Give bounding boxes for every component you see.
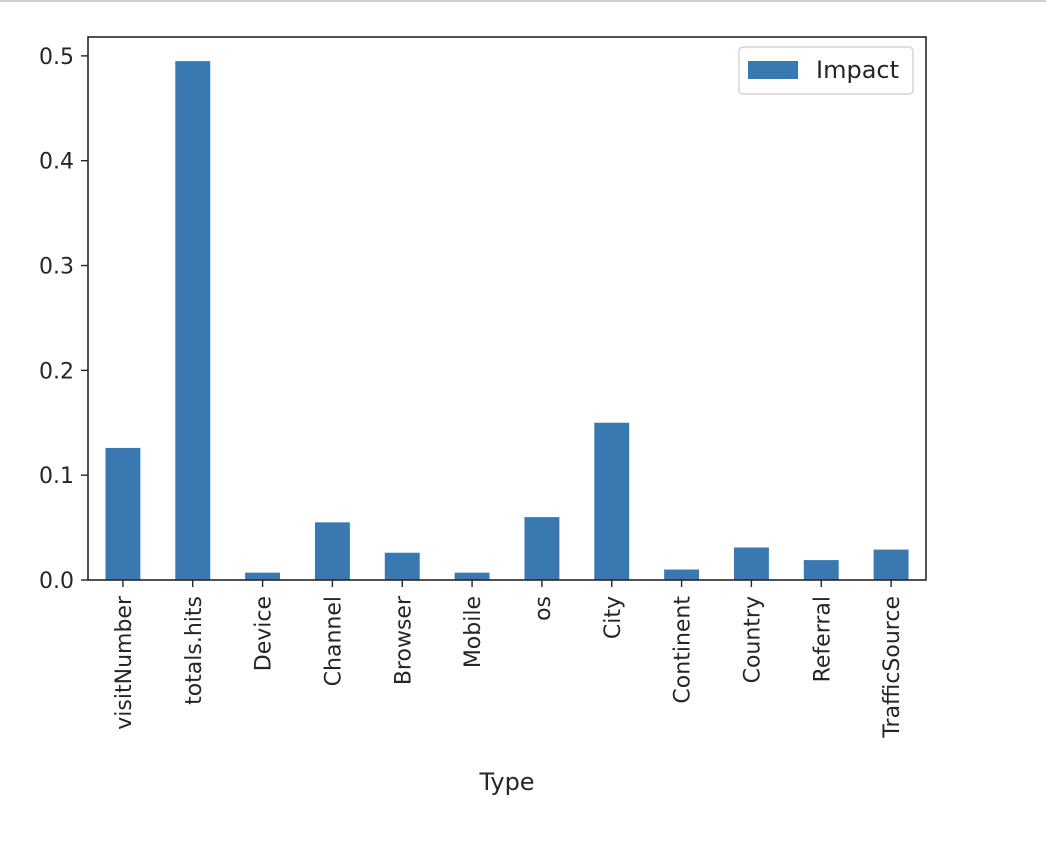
bars-group: [105, 61, 909, 580]
y-tick-label: 0.5: [39, 45, 74, 70]
cell-top-border: [0, 0, 1046, 2]
x-tick-label: Channel: [321, 596, 346, 686]
y-tick-label: 0.0: [39, 569, 74, 594]
legend: Impact: [738, 46, 914, 95]
legend-box: [738, 46, 914, 95]
bar-referral: [803, 560, 839, 580]
legend-swatch: [748, 61, 798, 79]
x-tick-label: Referral: [810, 596, 835, 682]
x-tick-label: Browser: [391, 595, 416, 685]
x-tick-label: os: [531, 596, 556, 621]
bar-channel: [314, 522, 350, 580]
x-axis: visitNumber totals.hits Device Channel Brows…: [112, 580, 905, 739]
plot-frame: [87, 36, 927, 581]
bar-trafficsource: [873, 549, 909, 580]
y-tick-label: 0.1: [39, 464, 74, 489]
x-tick-label: Continent: [671, 596, 696, 704]
bar-continent: [664, 569, 700, 580]
bar-browser: [384, 552, 420, 580]
bar-visitnumber: [105, 447, 141, 580]
x-axis-label: Type: [478, 768, 534, 796]
y-tick-label: 0.2: [39, 359, 74, 384]
y-tick-label: 0.4: [39, 150, 74, 175]
x-tick-label: City: [601, 596, 626, 639]
bar-mobile: [454, 572, 490, 580]
y-axis: 0.0 0.1 0.2 0.3 0.4 0.5: [39, 45, 88, 594]
y-tick-label: 0.3: [39, 255, 74, 280]
x-tick-label: totals.hits: [182, 596, 207, 705]
bar-os: [524, 517, 560, 580]
x-tick-label: Device: [252, 596, 277, 671]
bar-country: [733, 547, 769, 580]
x-tick-label: visitNumber: [112, 595, 137, 730]
x-tick-label: Mobile: [461, 596, 486, 668]
bar-totals-hits: [175, 61, 211, 580]
x-tick-label: Country: [740, 596, 765, 683]
bar-device: [245, 572, 281, 580]
bar-city: [594, 422, 630, 580]
legend-label: Impact: [816, 56, 899, 84]
x-tick-label: TrafficSource: [880, 596, 905, 739]
